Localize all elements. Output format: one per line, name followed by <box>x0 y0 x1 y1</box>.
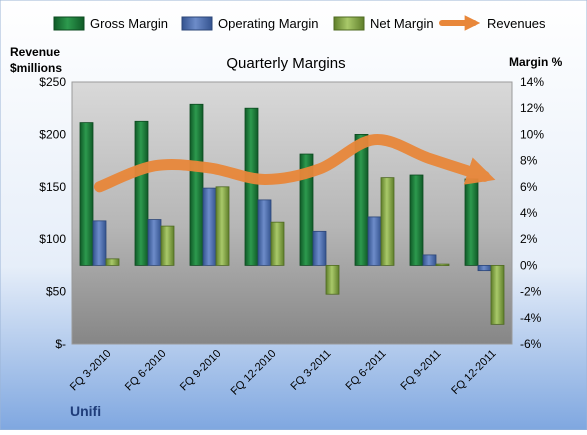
gross-margin-bar <box>299 153 314 266</box>
net-margin-bar <box>325 264 340 295</box>
right-tick-label: 12% <box>520 101 544 115</box>
net-margin-bar <box>270 221 285 266</box>
operating-margin-bar <box>477 264 492 272</box>
net-margin-bar <box>215 186 230 266</box>
footer-label: Unifi <box>70 403 101 419</box>
gross-margin-bar <box>244 107 259 266</box>
operating-margin-bar <box>92 220 107 266</box>
left-tick-label: $250 <box>39 75 66 89</box>
net-margin-bar <box>490 264 505 325</box>
legend-label-net-margin: Net Margin <box>370 16 434 31</box>
left-tick-label: $100 <box>39 232 66 246</box>
gross-margin-bar <box>464 178 479 266</box>
left-tick-label: $- <box>55 337 66 351</box>
right-tick-label: 6% <box>520 180 538 194</box>
chart-title: Quarterly Margins <box>226 55 345 72</box>
left-tick-label: $200 <box>39 127 66 141</box>
net-margin-bar <box>105 258 120 266</box>
right-axis-label: Margin % <box>509 55 563 69</box>
legend-label-gross-margin: Gross Margin <box>90 16 168 31</box>
gross-margin-bar <box>79 122 94 266</box>
left-tick-label: $150 <box>39 180 66 194</box>
bar-marks <box>79 103 505 325</box>
net-margin-bar <box>435 263 450 266</box>
right-tick-label: -6% <box>520 337 542 351</box>
operating-margin-bar <box>422 254 437 266</box>
revenue-line-layer <box>94 134 496 193</box>
operating-margin-bar <box>147 219 162 266</box>
right-tick-label: 8% <box>520 154 538 168</box>
revenues-line <box>94 134 496 193</box>
right-tick-label: 4% <box>520 206 538 220</box>
operating-margin-bar <box>202 187 217 266</box>
gross-margin-bar <box>354 133 369 266</box>
net-margin-bar <box>380 177 395 266</box>
operating-margin-bar <box>257 199 272 266</box>
legend-label-operating-margin: Operating Margin <box>218 16 318 31</box>
right-tick-label: -2% <box>520 285 542 299</box>
net-margin-bar <box>160 225 175 266</box>
legend-swatch-gross-margin <box>53 16 85 31</box>
right-tick-label: -4% <box>520 311 542 325</box>
left-axis-label-line-1: Revenue <box>10 45 60 59</box>
legend-label-revenues: Revenues <box>487 16 546 31</box>
operating-margin-bar <box>367 216 382 266</box>
gross-margin-bar <box>189 103 204 266</box>
gross-margin-bar <box>134 120 149 266</box>
right-tick-label: 10% <box>520 127 544 141</box>
legend: Gross Margin Operating Margin Net Margin… <box>53 15 546 31</box>
operating-margin-bar <box>312 230 327 266</box>
gross-margin-bar <box>409 174 424 266</box>
right-tick-label: 14% <box>520 75 544 89</box>
left-tick-label: $50 <box>46 285 66 299</box>
left-axis-ticks: $- $50 $100 $150 $200 $250 <box>39 75 66 351</box>
legend-swatch-operating-margin <box>181 16 213 31</box>
left-axis-label-line-2: $millions <box>10 61 62 75</box>
legend-swatch-net-margin <box>333 16 365 31</box>
right-tick-label: 0% <box>520 258 538 272</box>
right-axis-ticks: -6% -4% -2% 0% 2% 4% 6% 8% 10% 12% 14% <box>520 75 544 351</box>
right-tick-label: 2% <box>520 232 538 246</box>
